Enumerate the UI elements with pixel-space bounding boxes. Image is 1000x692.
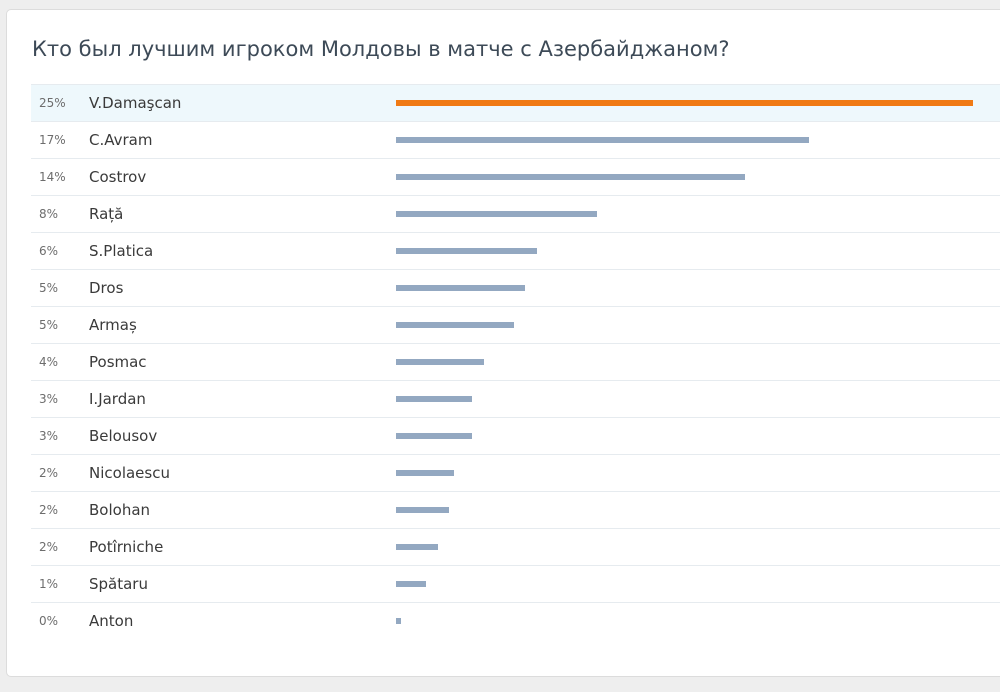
player-name: C.Avram bbox=[89, 131, 153, 149]
poll-title: Кто был лучшим игроком Молдовы в матче с… bbox=[32, 37, 730, 61]
result-bar bbox=[396, 211, 597, 217]
bar-track bbox=[396, 322, 973, 328]
result-bar bbox=[396, 618, 401, 624]
bar-track bbox=[396, 100, 973, 106]
result-row: 3% Belousov bbox=[31, 417, 1000, 454]
player-name: Potîrniche bbox=[89, 538, 164, 556]
result-row: 1% Spătaru bbox=[31, 565, 1000, 602]
result-bar bbox=[396, 100, 973, 106]
player-name: Costrov bbox=[89, 168, 147, 186]
player-name: Nicolaescu bbox=[89, 464, 170, 482]
player-name: I.Jardan bbox=[89, 390, 146, 408]
percent-label: 14% bbox=[39, 170, 66, 184]
result-row: 4% Posmac bbox=[31, 343, 1000, 380]
player-name: Armaș bbox=[89, 316, 137, 334]
bar-track bbox=[396, 544, 973, 550]
result-bar bbox=[396, 359, 484, 365]
result-bar bbox=[396, 322, 514, 328]
bar-track bbox=[396, 174, 973, 180]
bar-track bbox=[396, 433, 973, 439]
player-name: Rață bbox=[89, 205, 124, 223]
percent-label: 5% bbox=[39, 281, 59, 295]
bar-track bbox=[396, 618, 973, 624]
bar-track bbox=[396, 285, 973, 291]
player-name: Belousov bbox=[89, 427, 158, 445]
result-row: 5% Dros bbox=[31, 269, 1000, 306]
result-bar bbox=[396, 433, 472, 439]
bar-track bbox=[396, 137, 973, 143]
result-bar bbox=[396, 174, 745, 180]
result-row: 25% V.Damaşcan bbox=[31, 84, 1000, 121]
result-bar bbox=[396, 544, 438, 550]
percent-label: 6% bbox=[39, 244, 59, 258]
poll-results: 25% V.Damaşcan 17% C.Avram 14% Costrov 8% Rață 6… bbox=[31, 84, 1000, 639]
result-bar bbox=[396, 507, 449, 513]
bar-track bbox=[396, 248, 973, 254]
bar-track bbox=[396, 470, 973, 476]
result-bar bbox=[396, 137, 809, 143]
result-bar bbox=[396, 396, 472, 402]
player-name: S.Platica bbox=[89, 242, 154, 260]
percent-label: 2% bbox=[39, 466, 59, 480]
percent-label: 8% bbox=[39, 207, 59, 221]
player-name: Bolohan bbox=[89, 501, 151, 519]
percent-label: 0% bbox=[39, 614, 59, 628]
poll-panel: Кто был лучшим игроком Молдовы в матче с… bbox=[6, 9, 1000, 677]
result-row: 3% I.Jardan bbox=[31, 380, 1000, 417]
result-bar bbox=[396, 285, 525, 291]
player-name: V.Damaşcan bbox=[89, 94, 182, 112]
result-row: 2% Bolohan bbox=[31, 491, 1000, 528]
result-bar bbox=[396, 581, 426, 587]
percent-label: 2% bbox=[39, 503, 59, 517]
percent-label: 4% bbox=[39, 355, 59, 369]
bar-track bbox=[396, 359, 973, 365]
bar-track bbox=[396, 396, 973, 402]
percent-label: 3% bbox=[39, 429, 59, 443]
percent-label: 1% bbox=[39, 577, 59, 591]
result-row: 2% Nicolaescu bbox=[31, 454, 1000, 491]
result-bar bbox=[396, 470, 454, 476]
result-bar bbox=[396, 248, 537, 254]
percent-label: 3% bbox=[39, 392, 59, 406]
result-row: 5% Armaș bbox=[31, 306, 1000, 343]
percent-label: 5% bbox=[39, 318, 59, 332]
bar-track bbox=[396, 507, 973, 513]
player-name: Dros bbox=[89, 279, 124, 297]
result-row: 6% S.Platica bbox=[31, 232, 1000, 269]
bar-track bbox=[396, 211, 973, 217]
bar-track bbox=[396, 581, 973, 587]
percent-label: 17% bbox=[39, 133, 66, 147]
result-row: 8% Rață bbox=[31, 195, 1000, 232]
result-row: 0% Anton bbox=[31, 602, 1000, 639]
player-name: Spătaru bbox=[89, 575, 148, 593]
player-name: Posmac bbox=[89, 353, 147, 371]
percent-label: 25% bbox=[39, 96, 66, 110]
result-row: 14% Costrov bbox=[31, 158, 1000, 195]
percent-label: 2% bbox=[39, 540, 59, 554]
result-row: 2% Potîrniche bbox=[31, 528, 1000, 565]
player-name: Anton bbox=[89, 612, 134, 630]
result-row: 17% C.Avram bbox=[31, 121, 1000, 158]
